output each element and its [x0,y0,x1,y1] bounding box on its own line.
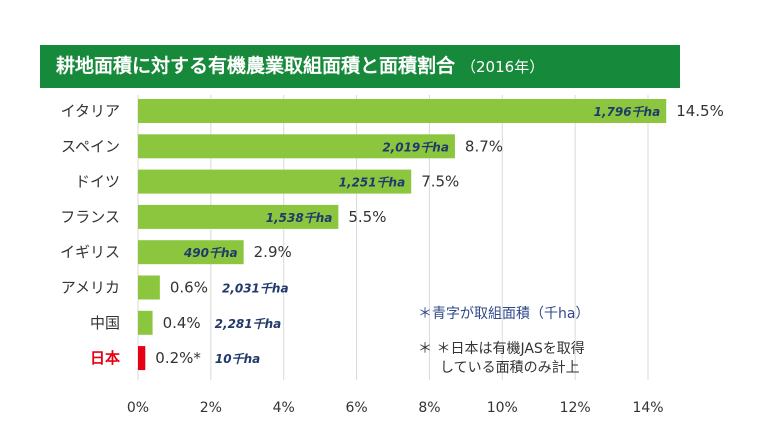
category-label: ドイツ [75,173,120,191]
value-label: 7.5% [421,173,459,191]
category-label: フランス [60,208,120,226]
value-label: 14.5% [676,102,724,120]
bar [138,310,153,335]
value-label: 5.5% [348,208,386,226]
annotation-japan-note: ＊ ＊日本は有機JASを取得している面積のみ計上 [418,340,585,378]
chart-subtitle: （2016年） [461,58,545,76]
area-label: 10千ha [215,352,260,366]
value-label: 2.9% [254,243,292,261]
category-label: アメリカ [61,279,120,297]
x-tick-label: 8% [418,400,440,416]
category-label: 中国 [90,314,120,332]
bar [138,99,667,123]
x-tick-label: 10% [487,400,518,416]
x-tick-label: 6% [345,400,367,416]
chart-title: 耕地面積に対する有機農業取組面積と面積割合 [56,55,456,77]
x-tick-label: 2% [200,400,222,416]
area-label: 490千ha [183,246,238,260]
bar [138,346,146,371]
category-label: スペイン [61,137,120,155]
value-label: 0.4% [163,314,201,332]
x-tick-label: 0% [127,400,149,416]
area-label: 2,019千ha [382,140,449,154]
value-label: 0.2%* [155,349,201,367]
value-label: 8.7% [465,137,503,155]
x-tick-label: 4% [273,400,295,416]
category-label: イタリア [61,102,120,120]
annotation-japan-line1: ＊ ＊日本は有機JASを取得 [418,341,585,357]
bar [138,275,160,300]
value-label: 0.6% [170,279,208,297]
area-label: 2,031千ha [222,282,289,296]
area-label: 2,281千ha [215,317,282,331]
annotation-area-note: ＊青字が取組面積（千ha） [418,306,590,322]
x-tick-label: 12% [560,400,591,416]
area-label: 1,538千ha [266,211,333,225]
area-label: 1,796千ha [594,105,661,119]
category-label: 日本 [90,349,120,367]
bar [138,169,412,194]
x-tick-label: 14% [632,400,663,416]
bar [138,134,455,159]
chart-title-bar: 耕地面積に対する有機農業取組面積と面積割合 （2016年） [40,45,680,88]
area-label: 1,251千ha [339,176,406,190]
bar [138,204,339,229]
bar [138,240,244,265]
annotation-japan-line2: している面積のみ計上 [440,360,580,376]
category-label: イギリス [60,243,120,261]
